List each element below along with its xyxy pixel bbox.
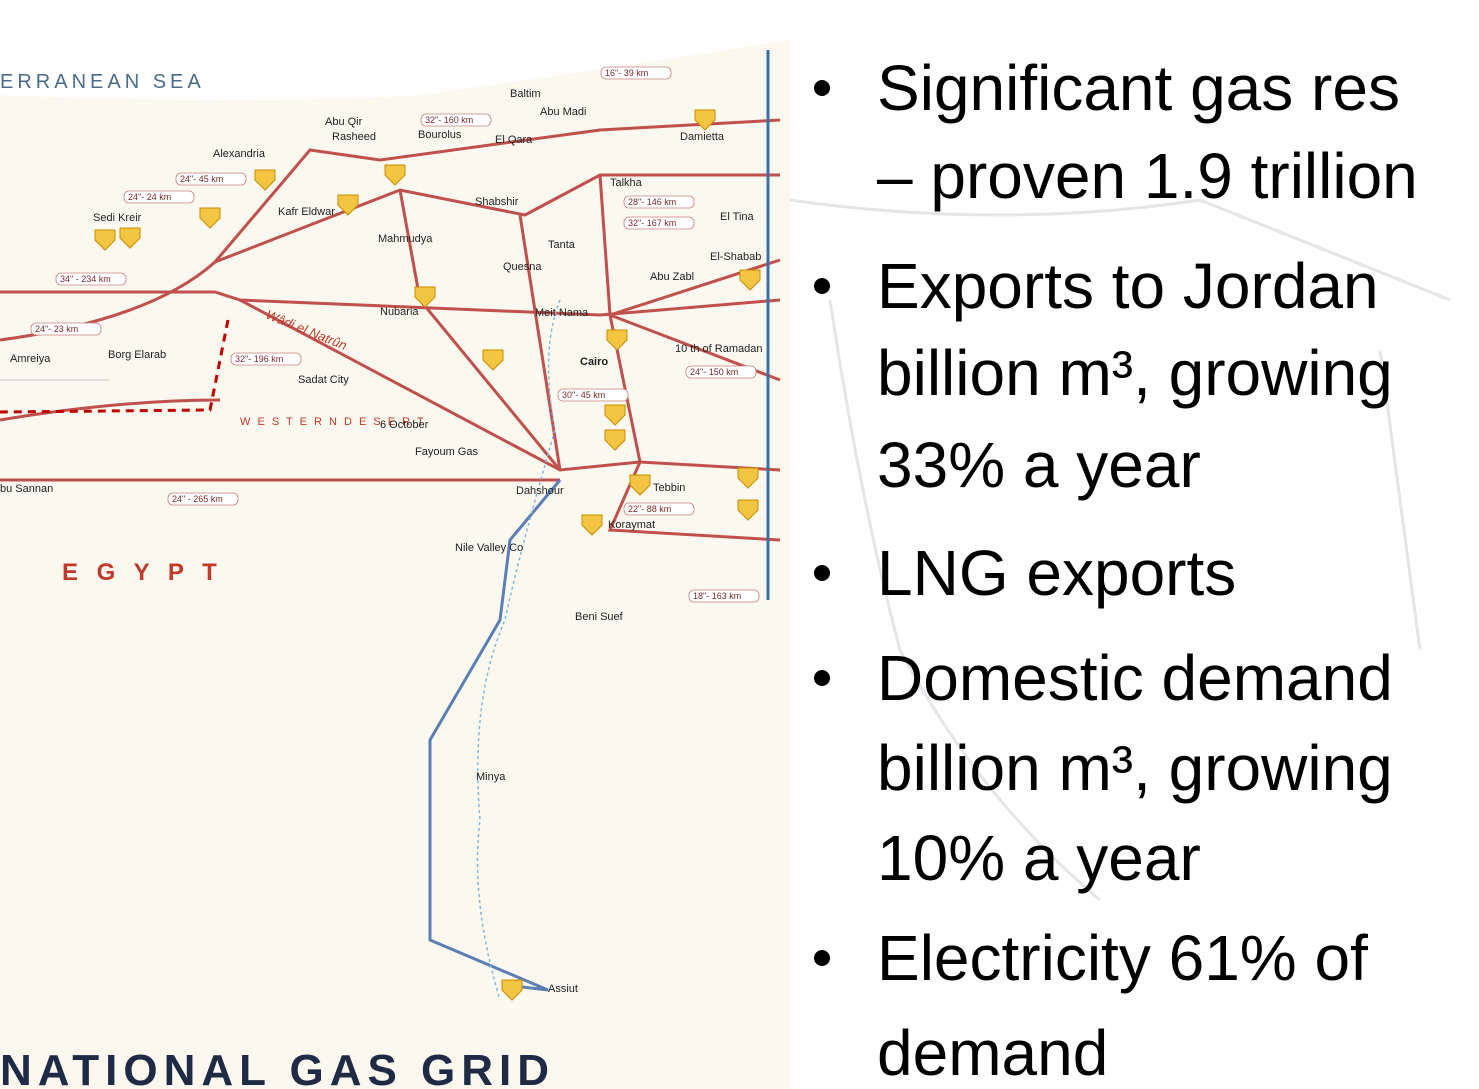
place-label: bu Sannan — [0, 483, 53, 495]
place-label: Amreiya — [10, 353, 51, 365]
place-label: Bourolus — [418, 129, 462, 141]
sea-label: ERRANEAN SEA — [0, 71, 205, 93]
place-label: Alexandria — [213, 148, 266, 160]
place-label: Dahshour — [516, 485, 564, 497]
country-label: E G Y P T — [62, 559, 223, 586]
place-label: Rasheed — [332, 131, 376, 143]
bullet-text: billion m³, growing — [877, 732, 1393, 804]
place-label: El Tina — [720, 211, 755, 223]
bullet-text: – proven 1.9 trillion — [877, 140, 1418, 212]
pipe-label: 22"- 88 km — [628, 504, 671, 514]
place-label: Cairo — [580, 356, 608, 368]
place-label: Assiut — [548, 983, 578, 995]
bullet-text: Domestic demand — [877, 642, 1393, 714]
place-label: El-Shabab — [710, 251, 761, 263]
place-label: Sadat City — [298, 374, 349, 386]
bullet-text: Electricity 61% of — [877, 922, 1368, 994]
bullet-text: demand — [877, 1017, 1108, 1089]
pipe-label: 24"- 23 km — [35, 324, 78, 334]
bullet-dot — [814, 80, 830, 96]
place-label: Nubaria — [380, 306, 419, 318]
pipe-label: 28"- 146 km — [628, 197, 676, 207]
pipe-label: 30"- 45 km — [562, 390, 605, 400]
place-label: Borg Elarab — [108, 349, 166, 361]
place-label: Quesna — [503, 261, 542, 273]
pipe-label: 32"- 167 km — [628, 218, 676, 228]
pipe-label: 32"- 160 km — [425, 115, 473, 125]
place-label: Nile Valley Co — [455, 542, 523, 554]
place-label: Beni Suef — [575, 611, 624, 623]
place-label: Koraymat — [608, 519, 655, 531]
bullet-text: Significant gas res — [877, 52, 1400, 124]
bullet-dot — [814, 670, 830, 686]
place-label: Baltim — [510, 88, 541, 100]
bullet-dot — [814, 278, 830, 294]
pipe-label: 24" - 265 km — [172, 494, 223, 504]
bullet-text: 33% a year — [877, 429, 1201, 501]
place-label: Mahmudya — [378, 233, 433, 245]
place-label: Kafr Eldwar — [278, 206, 335, 218]
place-label: Tebbin — [653, 482, 685, 494]
place-label: Shabshir — [475, 196, 519, 208]
bullet-text: billion m³, growing — [877, 337, 1393, 409]
page: ERRANEAN SEA E G Y P T W E S T E R N D E… — [0, 0, 1479, 1089]
map-title: NATIONAL GAS GRID — [0, 1046, 555, 1089]
place-label: Abu Madi — [540, 106, 586, 118]
place-label: Fayoum Gas — [415, 446, 478, 458]
pipe-label: 32"- 196 km — [235, 354, 283, 364]
bullet-text: Exports to Jordan — [877, 250, 1379, 322]
map-background — [0, 0, 790, 1089]
pipe-label: 24"- 150 km — [690, 367, 738, 377]
bullet-dot — [814, 565, 830, 581]
place-label: Minya — [476, 771, 506, 783]
place-label: Damietta — [680, 131, 725, 143]
bullet-text: LNG exports — [877, 537, 1236, 609]
place-label: Tanta — [548, 239, 576, 251]
place-label: El Qara — [495, 134, 533, 146]
place-label: Abu Qir — [325, 116, 363, 128]
place-label: 6 October — [380, 419, 429, 431]
pipe-label: 18"- 163 km — [693, 591, 741, 601]
pipe-label: 16"- 39 km — [605, 68, 648, 78]
place-label: Talkha — [610, 177, 643, 189]
bullet-dot — [814, 950, 830, 966]
place-label: Meit Nama — [535, 307, 589, 319]
place-label: Sedi Kreir — [93, 212, 142, 224]
bullet-text: 10% a year — [877, 822, 1201, 894]
pipe-label: 24"- 24 km — [128, 192, 171, 202]
place-label: Abu Zabl — [650, 271, 694, 283]
pipe-label: 34" - 234 km — [60, 274, 111, 284]
place-label: 10 th of Ramadan — [675, 343, 762, 355]
pipe-label: 24"- 45 km — [180, 174, 223, 184]
slide: ERRANEAN SEA E G Y P T W E S T E R N D E… — [0, 0, 1479, 1089]
